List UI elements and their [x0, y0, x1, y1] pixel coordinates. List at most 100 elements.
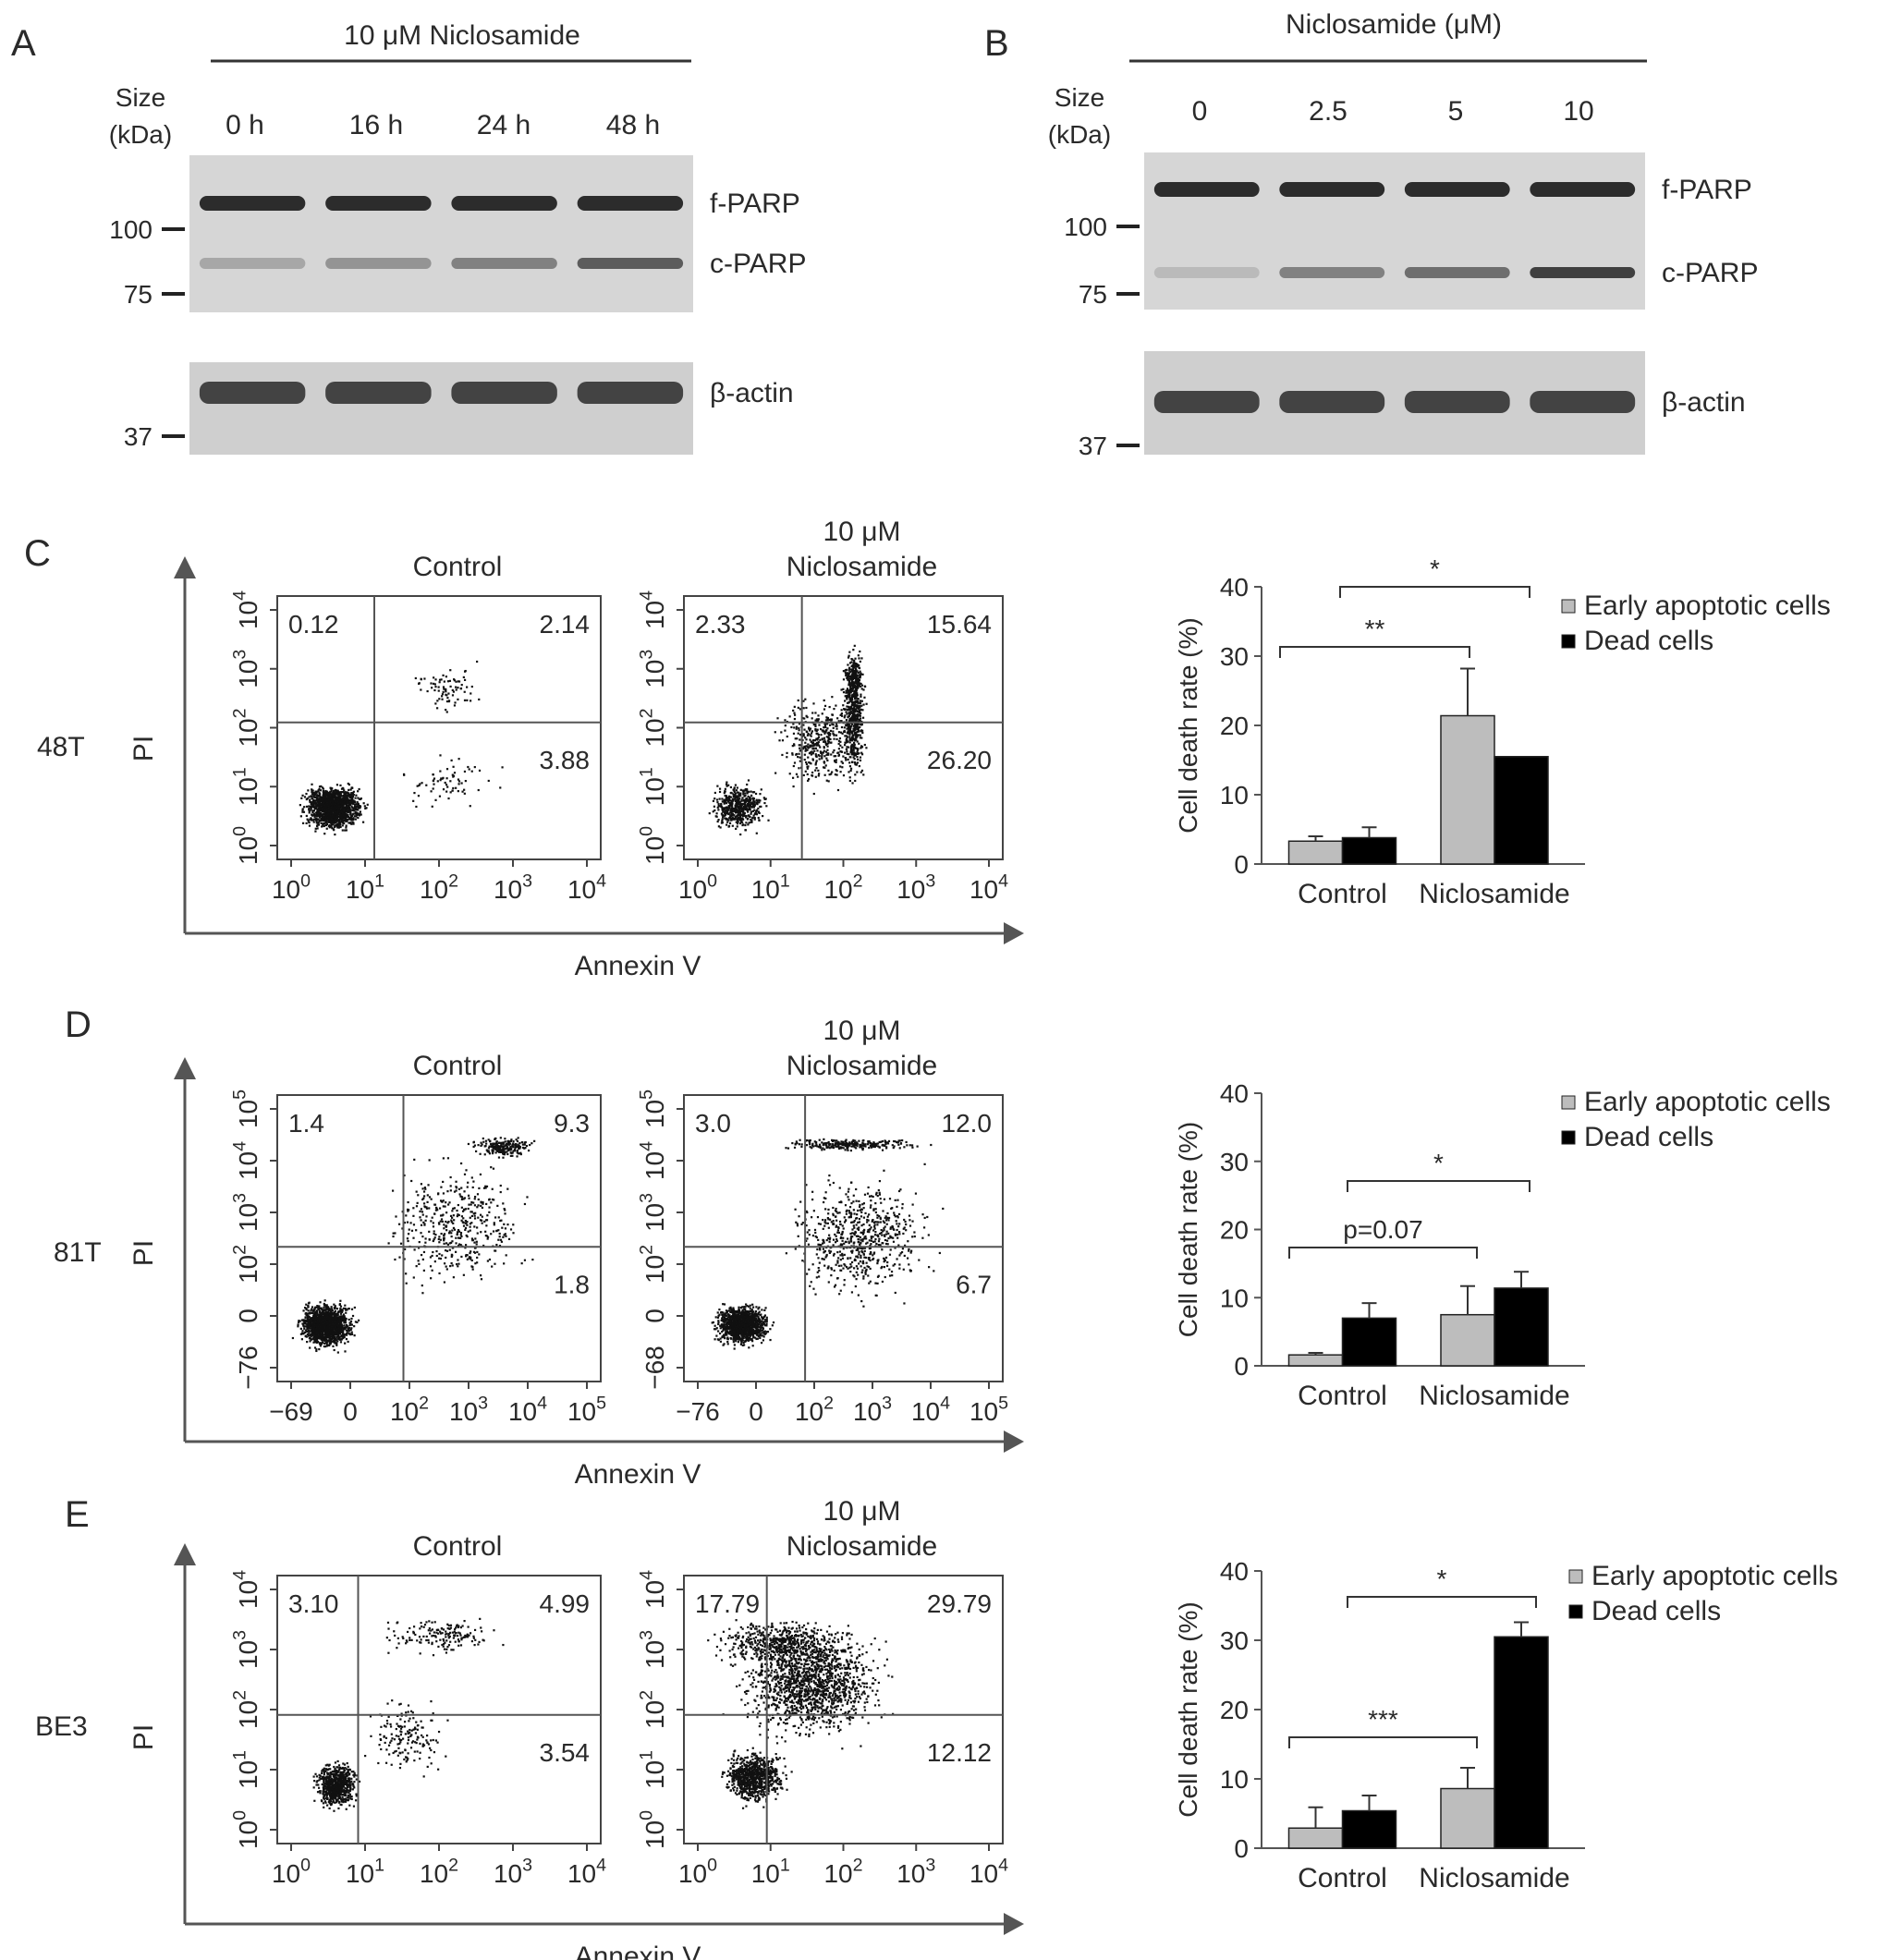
event-dot: [328, 1320, 331, 1322]
event-dot: [323, 791, 326, 795]
event-dot: [339, 1327, 342, 1331]
event-dot: [857, 713, 860, 716]
event-dot: [802, 707, 805, 710]
event-dot: [323, 1328, 325, 1331]
event-dot: [850, 703, 853, 707]
event-dot: [849, 750, 852, 753]
event-dot: [741, 818, 745, 821]
event-dot: [353, 1306, 356, 1309]
event-dot: [337, 810, 340, 813]
event-dot: [814, 729, 817, 732]
event-dot: [736, 822, 739, 825]
tick-base: 10: [234, 718, 262, 747]
event-dot: [809, 727, 812, 730]
lane-label: 5: [1448, 96, 1464, 127]
event-dot: [799, 744, 802, 747]
event-dot: [343, 797, 347, 799]
event-dot: [853, 707, 856, 710]
event-dot: [323, 1336, 326, 1339]
event-dot: [851, 713, 855, 716]
event-dot: [341, 1331, 344, 1334]
event-dot: [451, 789, 454, 792]
event-dot: [839, 713, 842, 717]
event-dot: [348, 1308, 350, 1310]
event-dot: [853, 746, 856, 749]
tick-exponent: 0: [300, 870, 311, 891]
event-dot: [848, 779, 851, 783]
event-dot: [857, 701, 860, 704]
event-dot: [855, 736, 858, 738]
event-dot: [848, 694, 851, 697]
event-dot: [325, 809, 328, 811]
event-dot: [827, 752, 830, 755]
event-dot: [859, 701, 862, 705]
event-dot: [810, 735, 812, 737]
event-dot: [816, 738, 819, 741]
event-dot: [487, 1138, 490, 1141]
event-dot: [316, 1341, 320, 1344]
event-dot: [440, 678, 443, 681]
event-dot: [755, 798, 758, 801]
event-dot: [861, 716, 865, 719]
event-dot: [348, 803, 351, 806]
event-dot: [835, 724, 838, 727]
event-dot: [318, 785, 322, 788]
event-dot: [852, 724, 856, 727]
event-dot: [313, 1324, 316, 1328]
event-dot: [340, 1309, 343, 1311]
event-dot: [720, 812, 724, 815]
event-dot: [852, 749, 855, 751]
event-dot: [324, 1312, 327, 1315]
event-dot: [339, 801, 342, 804]
event-dot: [351, 806, 354, 810]
event-dot: [349, 812, 352, 815]
event-dot: [345, 1326, 348, 1329]
event-dot: [319, 1318, 322, 1321]
event-dot: [715, 812, 718, 815]
event-dot: [752, 806, 755, 809]
event-dot: [321, 819, 323, 822]
event-dot: [445, 690, 447, 693]
event-dot: [492, 1146, 494, 1149]
event-dot: [858, 701, 860, 704]
event-dot: [331, 808, 334, 810]
event-dot: [758, 801, 761, 804]
event-dot: [822, 730, 824, 733]
event-dot: [314, 801, 317, 804]
event-dot: [784, 729, 787, 732]
event-dot: [349, 818, 352, 821]
event-dot: [829, 741, 832, 744]
event-dot: [338, 1338, 341, 1341]
event-dot: [745, 797, 748, 800]
event-dot: [323, 1316, 326, 1319]
event-dot: [318, 799, 321, 802]
event-dot: [350, 1331, 353, 1333]
event-dot: [853, 714, 856, 717]
event-dot: [803, 717, 806, 720]
event-dot: [331, 813, 334, 816]
event-dot: [311, 1324, 314, 1327]
event-dot: [476, 660, 479, 663]
event-dot: [434, 798, 437, 801]
event-dot: [533, 1139, 536, 1142]
event-dot: [724, 794, 726, 797]
actin-blot: [189, 362, 693, 455]
event-dot: [811, 748, 814, 750]
event-dot: [341, 1319, 345, 1321]
event-dot: [848, 731, 851, 735]
event-dot: [821, 757, 823, 760]
size-unit: (kDa): [109, 120, 172, 149]
event-dot: [470, 700, 472, 702]
event-dot: [847, 708, 850, 711]
event-dot: [439, 770, 442, 773]
event-dot: [848, 693, 850, 696]
event-dot: [452, 690, 456, 693]
event-dot: [342, 1328, 345, 1332]
event-dot: [340, 787, 344, 790]
event-dot: [340, 810, 343, 814]
event-dot: [306, 1312, 309, 1315]
event-dot: [334, 1321, 337, 1323]
event-dot: [802, 773, 805, 777]
event-dot: [331, 1321, 335, 1325]
event-dot: [353, 803, 357, 806]
